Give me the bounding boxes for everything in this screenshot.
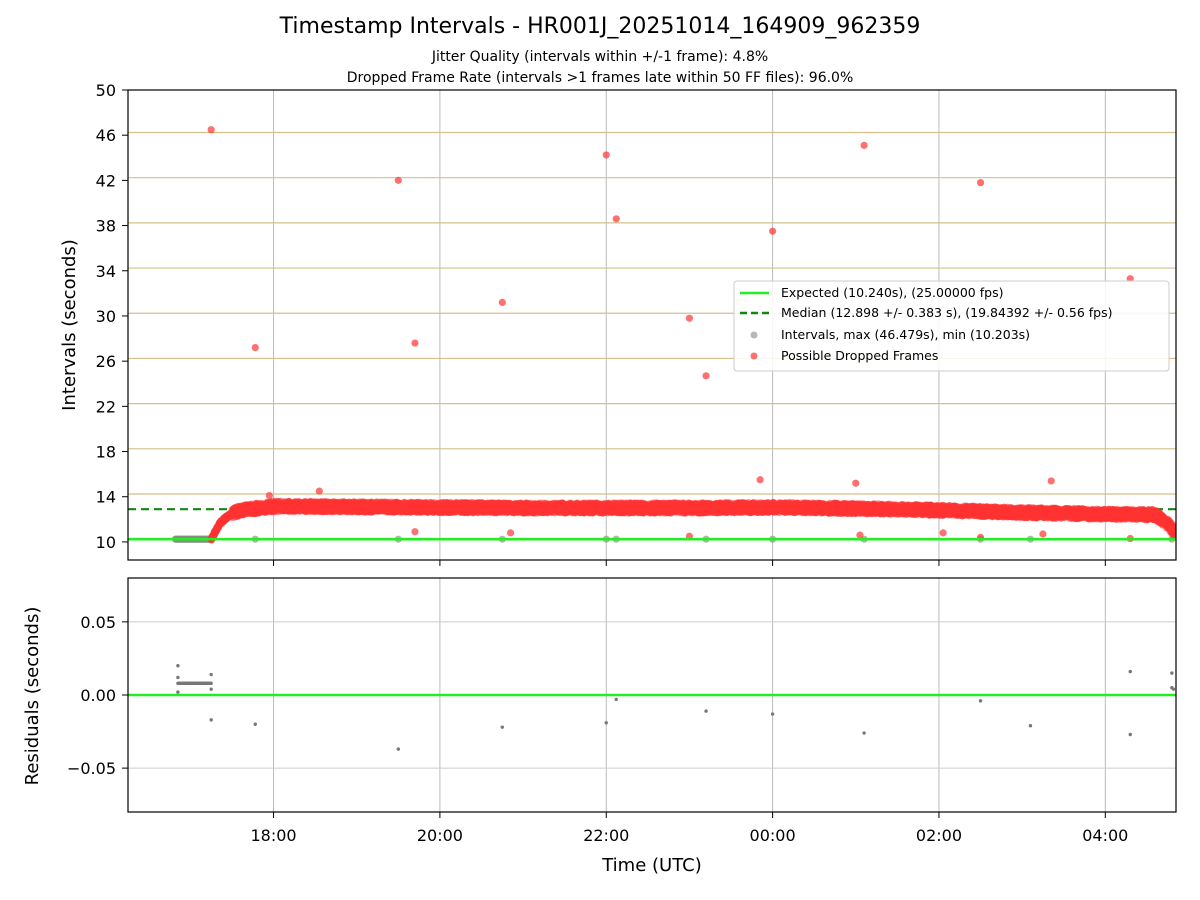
dropped-frame-band [207, 497, 1176, 544]
chart-title: Timestamp Intervals - HR001J_20251014_16… [279, 14, 921, 39]
jitter-quality-subtitle: Jitter Quality (intervals within +/-1 fr… [431, 49, 769, 65]
dropped-frame-rate-subtitle: Dropped Frame Rate (intervals >1 frames … [346, 70, 854, 86]
